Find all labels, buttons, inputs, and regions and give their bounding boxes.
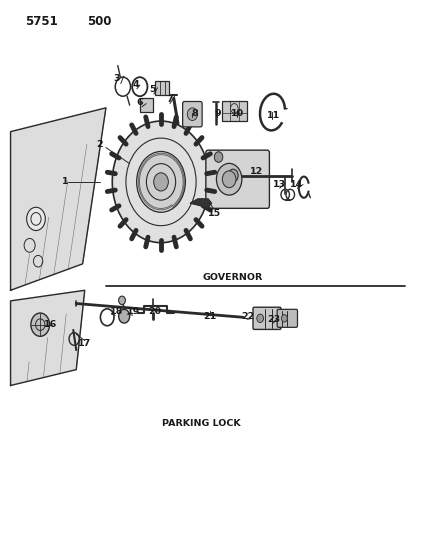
Text: 12: 12: [250, 167, 263, 176]
Text: 9: 9: [215, 109, 222, 118]
Text: 19: 19: [127, 307, 140, 316]
Circle shape: [281, 314, 287, 322]
Polygon shape: [190, 199, 211, 207]
Text: 17: 17: [78, 338, 91, 348]
Text: 7: 7: [166, 95, 173, 104]
Text: 22: 22: [241, 312, 255, 321]
Bar: [223, 101, 247, 121]
FancyBboxPatch shape: [253, 307, 281, 329]
Circle shape: [257, 314, 264, 322]
Text: 14: 14: [290, 180, 303, 189]
Circle shape: [187, 108, 197, 120]
Text: 5751: 5751: [25, 15, 58, 28]
Text: 11: 11: [267, 111, 280, 120]
Text: 16: 16: [44, 320, 57, 329]
Text: 1: 1: [62, 177, 69, 187]
Text: 2: 2: [96, 140, 103, 149]
Text: 13: 13: [273, 180, 286, 189]
Bar: [155, 81, 169, 95]
Text: PARKING LOCK: PARKING LOCK: [162, 419, 241, 428]
Circle shape: [214, 152, 223, 163]
Circle shape: [119, 309, 130, 323]
Circle shape: [228, 169, 238, 182]
Text: GOVERNOR: GOVERNOR: [203, 273, 263, 282]
Circle shape: [119, 296, 125, 304]
Circle shape: [31, 313, 50, 336]
Text: 3: 3: [113, 74, 120, 83]
Text: 10: 10: [231, 109, 244, 118]
Circle shape: [223, 171, 236, 188]
Text: 18: 18: [110, 307, 123, 316]
FancyBboxPatch shape: [183, 101, 202, 127]
Text: 5: 5: [149, 85, 156, 94]
Circle shape: [27, 207, 45, 231]
Text: 500: 500: [87, 15, 111, 28]
Text: 6: 6: [137, 98, 143, 107]
Circle shape: [137, 151, 185, 212]
Polygon shape: [11, 108, 106, 290]
Text: 21: 21: [203, 312, 217, 321]
Circle shape: [154, 173, 168, 191]
FancyBboxPatch shape: [277, 309, 297, 327]
Bar: [140, 98, 153, 112]
FancyBboxPatch shape: [206, 150, 269, 208]
Polygon shape: [11, 290, 85, 385]
Text: 15: 15: [208, 209, 220, 218]
Circle shape: [217, 164, 242, 195]
Text: 23: 23: [267, 315, 280, 324]
Text: 4: 4: [132, 79, 139, 88]
Circle shape: [112, 121, 210, 243]
Text: 20: 20: [148, 307, 161, 316]
Text: 8: 8: [192, 109, 198, 118]
